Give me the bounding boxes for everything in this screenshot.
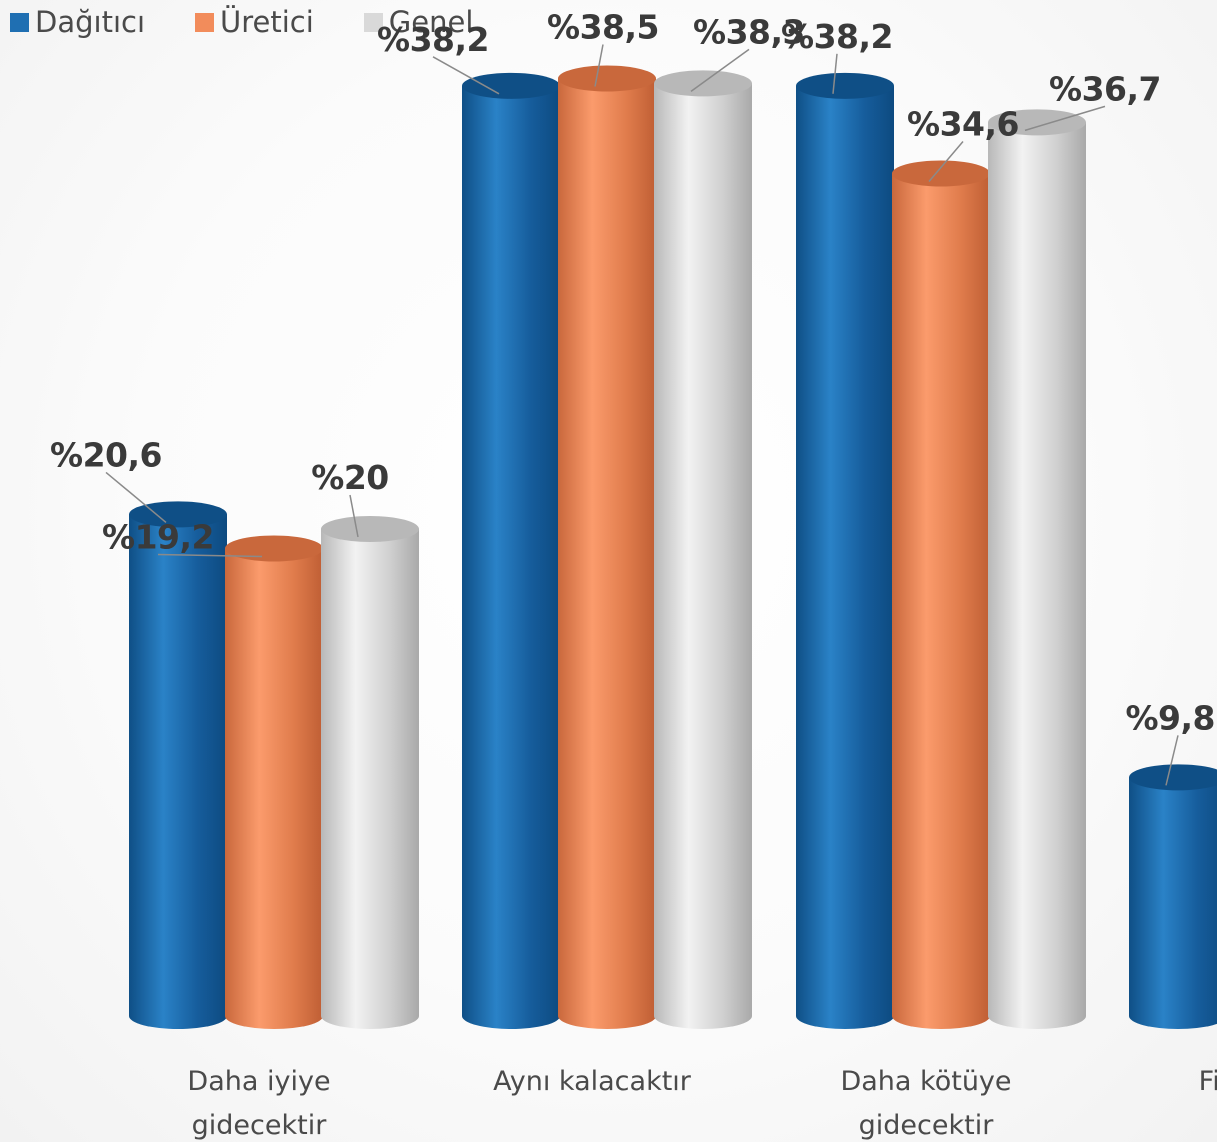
legend-item-dagitici[interactable]: Dağıtıcı <box>10 5 145 39</box>
bar-cap <box>321 516 419 542</box>
bar-cap <box>558 65 656 92</box>
bar-Dağıtıcı-3[interactable] <box>1129 764 1217 1029</box>
category-label: Daha kötüye <box>840 1066 1011 1097</box>
value-label: %9,8 <box>1125 698 1215 737</box>
bar-body <box>988 122 1086 1030</box>
bars-layer <box>129 65 1217 1030</box>
bar-cap <box>892 160 990 187</box>
leader-line <box>594 44 604 87</box>
bar-body <box>558 78 656 1029</box>
value-label: %34,6 <box>907 104 1019 143</box>
category-label: Daha iyiye <box>187 1066 330 1097</box>
leader-line <box>1024 105 1106 132</box>
legend-item-genel[interactable]: Genel <box>363 5 474 39</box>
category-label: gidecektir <box>192 1110 328 1141</box>
category-label: gidecektir <box>859 1110 995 1141</box>
legend-label-uretici: Üretici <box>220 5 314 39</box>
bar-body <box>225 548 323 1029</box>
leader-line <box>349 494 359 538</box>
category-labels-layer: Daha iyiye gidecektir Aynı kalacaktır Daha … <box>187 1066 1217 1141</box>
leader-line <box>690 48 750 93</box>
bar-Genel-0[interactable] <box>321 516 419 1029</box>
bar-cap <box>796 72 894 99</box>
bar-Dağıtıcı-0[interactable] <box>129 501 227 1029</box>
leader-line <box>105 471 167 523</box>
value-label: %38,2 <box>377 20 489 59</box>
legend-item-uretici[interactable]: Üretici <box>195 5 314 39</box>
leader-line <box>157 553 263 558</box>
leader-line <box>1165 735 1179 786</box>
value-labels-layer: %20,6%19,2%20%38,2 %38,5 %38,3%38,2%34,6%3… <box>50 8 1216 738</box>
legend-label-genel: Genel <box>388 5 474 39</box>
bar-Dağıtıcı-1[interactable] <box>462 72 560 1029</box>
bar-Genel-2[interactable] <box>988 109 1086 1030</box>
value-label: %36,7 <box>1049 69 1161 108</box>
bar-cap <box>462 72 560 99</box>
bar-body <box>796 85 894 1029</box>
value-label: %38,2 <box>781 17 893 56</box>
bar-body <box>321 529 419 1029</box>
leader-line <box>928 141 964 182</box>
leader-line <box>832 53 838 94</box>
bar-cap <box>988 109 1086 136</box>
category-label: Fik <box>1199 1066 1217 1097</box>
bar-cap <box>1129 764 1217 791</box>
bar-cap <box>129 501 227 528</box>
bar-body <box>654 83 752 1029</box>
bar-body <box>1129 777 1217 1029</box>
bar-Üretici-1[interactable] <box>558 65 656 1029</box>
leader-line <box>432 56 500 95</box>
bar-body <box>892 173 990 1030</box>
bar-Dağıtıcı-2[interactable] <box>796 72 894 1029</box>
value-label: %38,3 <box>693 12 805 51</box>
value-label: %19,2 <box>102 517 214 556</box>
value-label: %20 <box>311 458 389 497</box>
legend-swatch-genel <box>363 12 383 32</box>
value-label: %38,5 <box>547 8 659 47</box>
bar-body <box>129 514 227 1029</box>
bar-body <box>462 85 560 1029</box>
bar-Genel-1[interactable] <box>654 70 752 1029</box>
bar-Üretici-0[interactable] <box>225 535 323 1029</box>
legend-swatch-uretici <box>195 12 214 32</box>
legend-swatch-dagitici <box>10 12 29 32</box>
category-label: Aynı kalacaktır <box>493 1066 692 1097</box>
value-label: %20,6 <box>50 435 162 474</box>
legend: Dağıtıcı Üretici Genel <box>10 4 523 40</box>
bar-Üretici-2[interactable] <box>892 160 990 1030</box>
bar-cap <box>225 535 323 562</box>
leader-lines-layer <box>105 44 1179 786</box>
legend-label-dagitici: Dağıtıcı <box>35 5 145 39</box>
